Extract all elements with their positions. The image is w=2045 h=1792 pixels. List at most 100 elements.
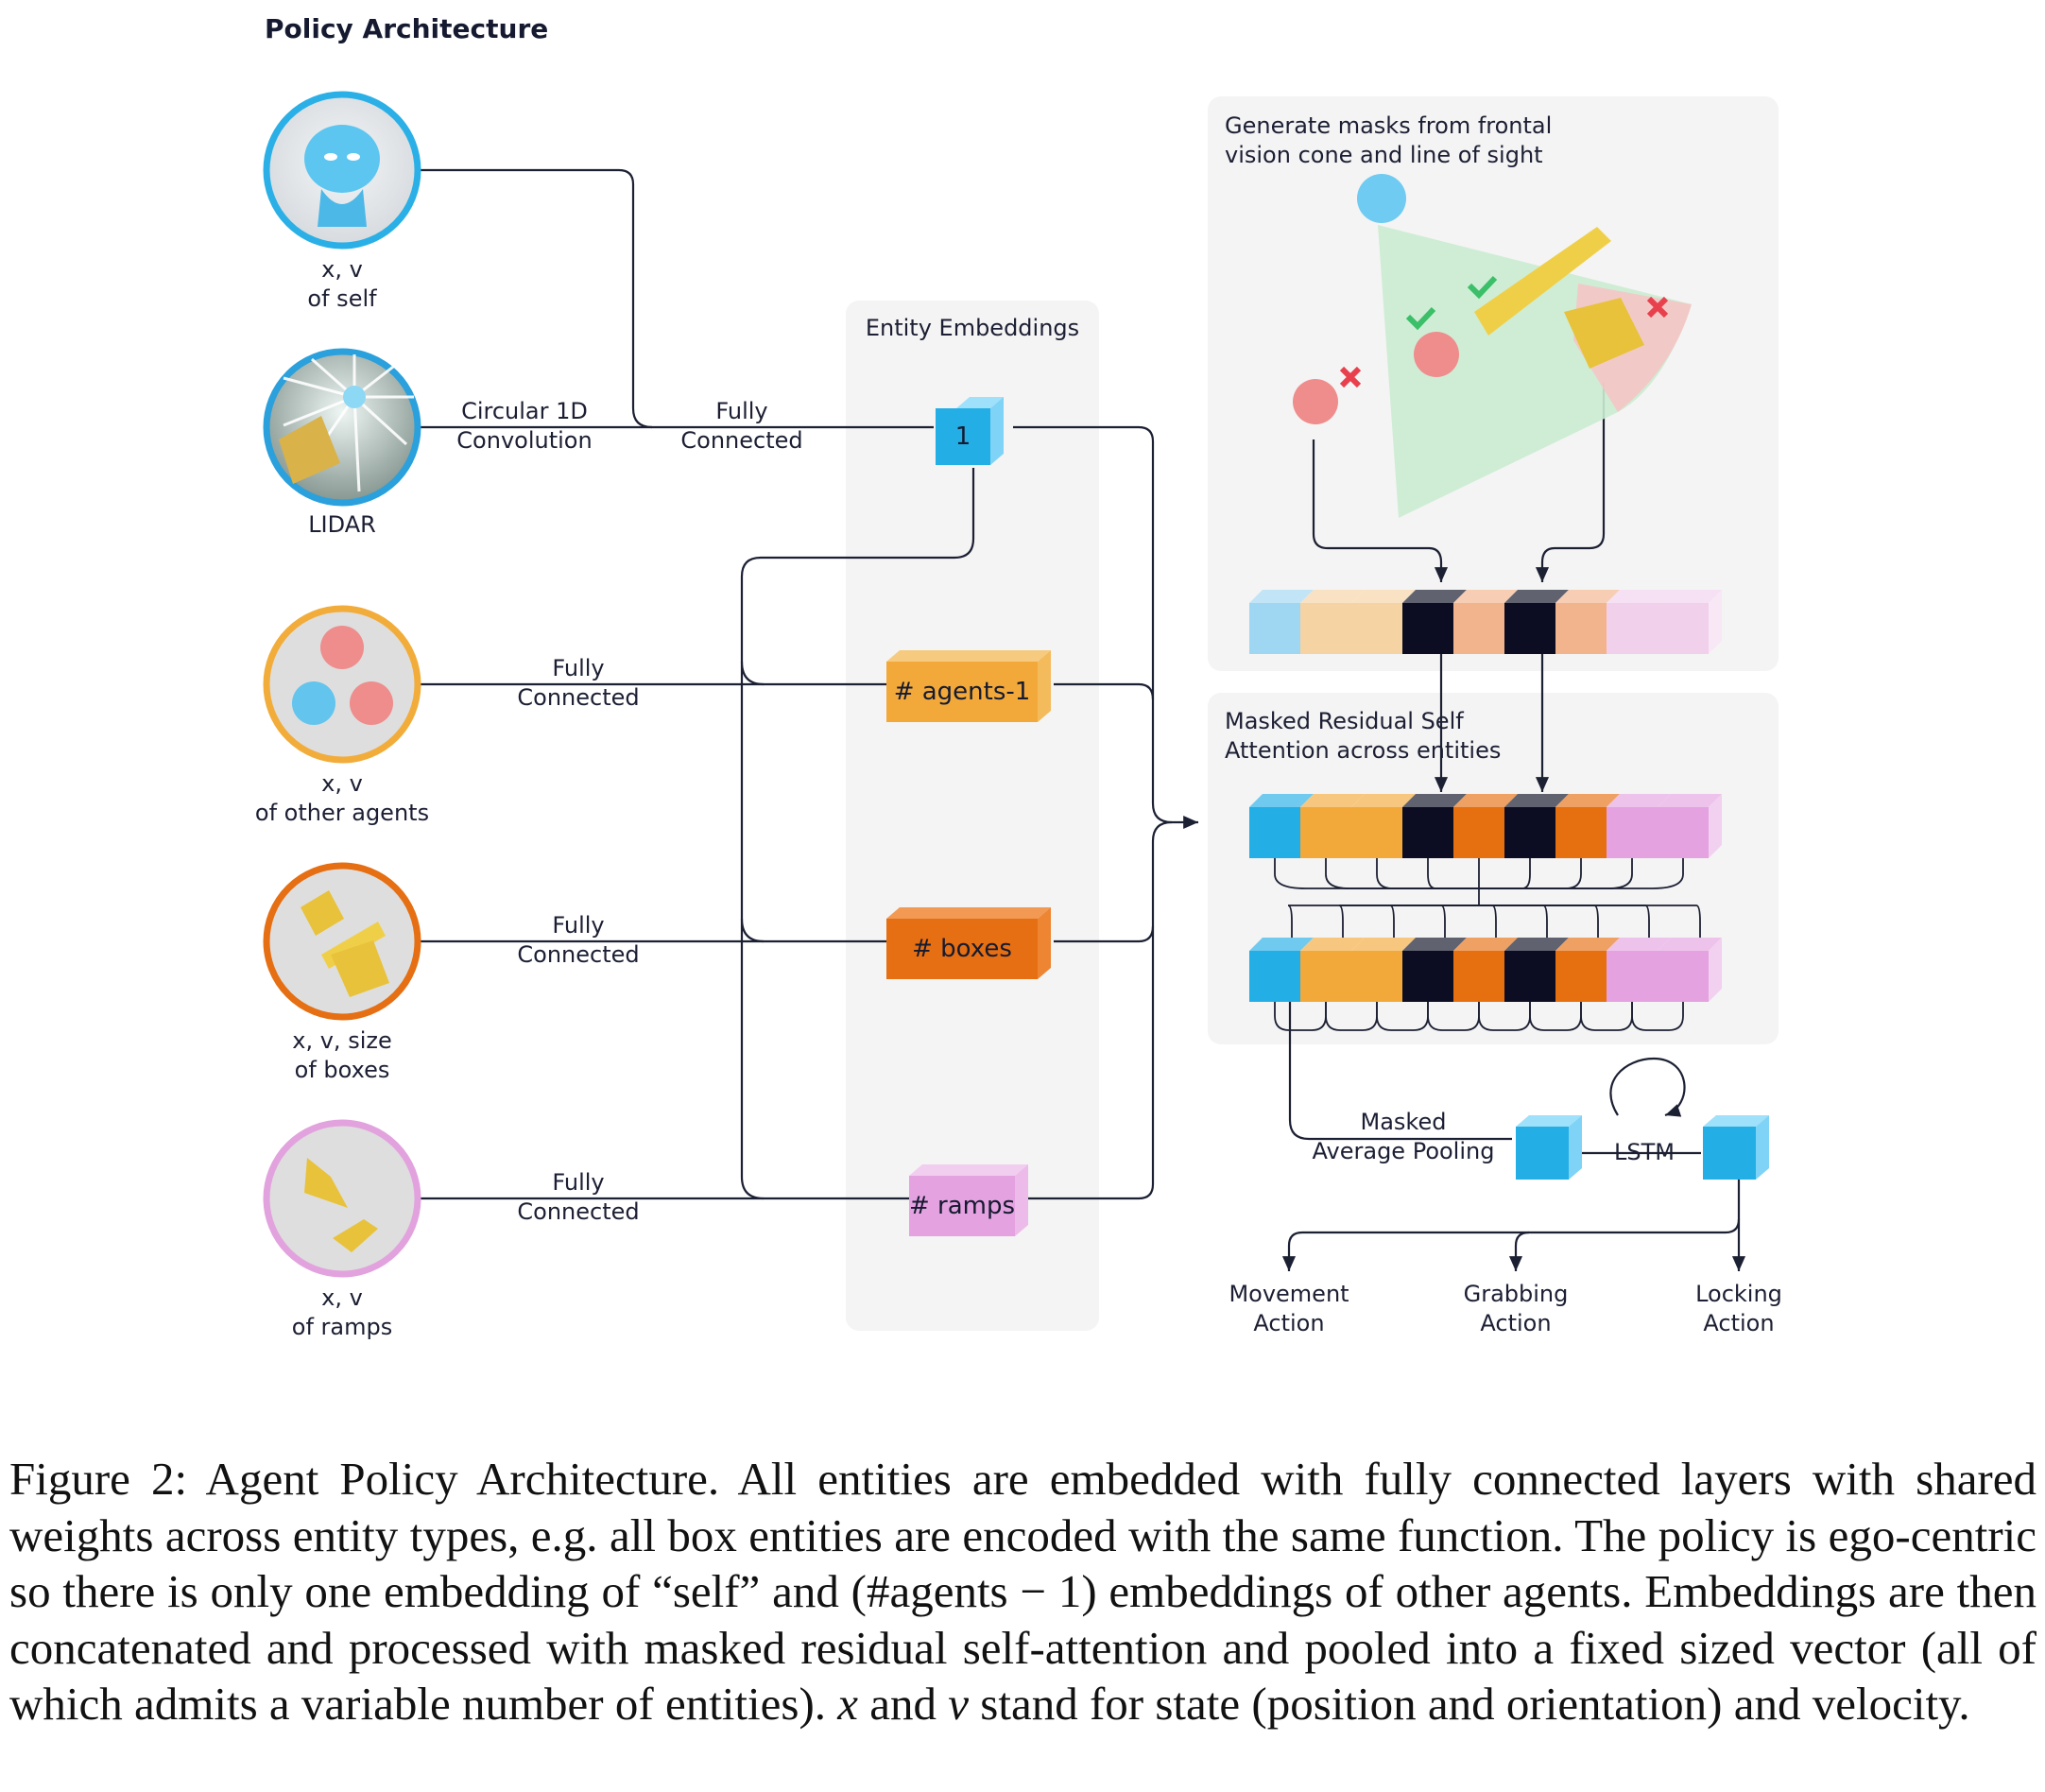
label-fc-agents: Fully Connected xyxy=(517,655,640,711)
attention-layer2-row-token-side xyxy=(1709,938,1722,1002)
mask-token-row-token-top xyxy=(1249,590,1314,603)
embed-boxes-block xyxy=(886,907,1051,979)
embed-self-label: 1 xyxy=(954,422,971,451)
label-fc-ramps: Fully Connected xyxy=(517,1169,640,1225)
embed-self-block xyxy=(936,397,1004,465)
attention-layer1-row-token-top xyxy=(1351,794,1416,807)
attention-link-bottom xyxy=(1325,1002,1378,1031)
attention-links xyxy=(1274,858,1701,1031)
attention-layer1-row-token-top xyxy=(1555,794,1620,807)
caption-text-a: Agent Policy Architecture. All entities … xyxy=(9,1453,2037,1730)
attention-layer2-row-token xyxy=(1658,951,1709,1002)
attention-link-bottom xyxy=(1427,1002,1480,1031)
attention-layer2-row-token xyxy=(1351,951,1402,1002)
attention-layer1-row-token xyxy=(1300,807,1351,858)
mask-token-row-token-top xyxy=(1658,590,1722,603)
input-self-circle xyxy=(263,91,421,250)
lstm-label: LSTM xyxy=(1614,1139,1675,1165)
mask-token-row-token xyxy=(1607,603,1658,654)
attention-layer1-row-token xyxy=(1402,807,1453,858)
mask-token-row-token xyxy=(1555,603,1607,654)
attention-layer2-row-token xyxy=(1453,951,1504,1002)
architecture-diagram xyxy=(263,91,1779,1331)
attention-layer1-row-token-top xyxy=(1453,794,1518,807)
label-fc-self: Fully Connected xyxy=(680,398,803,454)
mask-token-row-token xyxy=(1300,603,1351,654)
attention-layer2-row-token-top xyxy=(1453,938,1518,951)
attention-layer1-row-token-top xyxy=(1658,794,1722,807)
attention-layer2-row xyxy=(1249,938,1722,1002)
embed-boxes-label: # boxes xyxy=(912,935,1012,963)
attention-layer2-row-token-top xyxy=(1504,938,1569,951)
mask-token-row-token xyxy=(1453,603,1504,654)
attention-layer1-row xyxy=(1249,794,1722,858)
connector-lines xyxy=(419,168,1746,1271)
embed-ramps-label: # ramps xyxy=(909,1192,1016,1220)
attention-layer2-row-token-top xyxy=(1249,938,1314,951)
attention-link-in xyxy=(1479,858,1684,889)
mask-panel-title: Generate masks from frontal vision cone a… xyxy=(1225,112,1553,168)
mask-token-row-token xyxy=(1402,603,1453,654)
label-lidar: LIDAR xyxy=(308,511,376,538)
input-lidar-circle xyxy=(263,348,421,507)
mask-token-row-token-top xyxy=(1351,590,1416,603)
attention-layer1-row-token-top xyxy=(1504,794,1569,807)
attention-link-bottom xyxy=(1376,1002,1429,1031)
attention-link-bottom xyxy=(1274,1002,1327,1031)
attention-layer1-row-token-top xyxy=(1402,794,1467,807)
attention-layer1-row-token xyxy=(1607,807,1658,858)
mask-token-row-token-side xyxy=(1709,590,1722,654)
input-agents-circle xyxy=(263,605,421,764)
mask-token-row-token-top xyxy=(1453,590,1518,603)
caption-var-v: v xyxy=(948,1678,970,1730)
caption-text-and: and xyxy=(858,1678,949,1730)
output-grabbing: Grabbing Action xyxy=(1463,1281,1569,1336)
pooling-label: Masked Average Pooling xyxy=(1312,1109,1495,1164)
attention-link-in xyxy=(1325,858,1479,889)
attention-layer1-row-token xyxy=(1555,807,1607,858)
label-conv: Circular 1D Convolution xyxy=(456,398,593,454)
attention-link-bottom xyxy=(1631,1002,1684,1031)
caption-text-b: stand for state (position and orientatio… xyxy=(969,1678,1970,1730)
attention-link-out xyxy=(1479,905,1701,938)
attention-layer1-row-token-top xyxy=(1607,794,1671,807)
attention-layer1-row-token-top xyxy=(1300,794,1365,807)
mask-token-row-token xyxy=(1351,603,1402,654)
output-locking: Locking Action xyxy=(1695,1281,1782,1336)
attention-layer2-row-token xyxy=(1300,951,1351,1002)
policy-architecture-figure: Policy Architecture xyxy=(254,13,1782,1340)
attention-link-out xyxy=(1440,905,1479,938)
pooling-output-block xyxy=(1516,1115,1582,1180)
mask-token-row-token-top xyxy=(1607,590,1671,603)
input-boxes-circle xyxy=(263,862,421,1021)
embed-agents-block xyxy=(886,650,1051,722)
attention-link-bottom xyxy=(1580,1002,1633,1031)
vision-cone-illustration xyxy=(1293,174,1692,518)
mask-token-row-token xyxy=(1249,603,1300,654)
attention-layer1-row-token xyxy=(1249,807,1300,858)
attention-layer2-row-token-top xyxy=(1658,938,1722,951)
attention-layer2-row-token xyxy=(1249,951,1300,1002)
mask-token-row-token xyxy=(1504,603,1555,654)
label-other-agents: x, v of other agents xyxy=(254,770,430,826)
mask-token-row-token-top xyxy=(1504,590,1569,603)
attention-link-bottom xyxy=(1478,1002,1531,1031)
attention-link-out xyxy=(1338,905,1479,938)
embed-agents-label: # agents-1 xyxy=(893,678,1031,706)
attention-link-out xyxy=(1287,905,1479,938)
label-self: x, v of self xyxy=(307,256,377,312)
attention-layer1-row-token xyxy=(1504,807,1555,858)
attention-layer1-row-token-top xyxy=(1249,794,1314,807)
embed-ramps-block xyxy=(909,1164,1028,1236)
mask-token-row-token-top xyxy=(1300,590,1365,603)
label-boxes: x, v, size of boxes xyxy=(292,1027,392,1083)
attention-layer1-row-token-side xyxy=(1709,794,1722,858)
attention-layer1-row-token xyxy=(1351,807,1402,858)
attention-layer2-row-token-top xyxy=(1555,938,1620,951)
figure-title: Policy Architecture xyxy=(265,13,549,44)
attention-link-in xyxy=(1274,858,1479,889)
attention-layer2-row-token xyxy=(1504,951,1555,1002)
label-fc-boxes: Fully Connected xyxy=(517,912,640,968)
attention-panel-title: Masked Residual Self Attention across ent… xyxy=(1225,708,1502,764)
attention-layer2-row-token-top xyxy=(1402,938,1467,951)
